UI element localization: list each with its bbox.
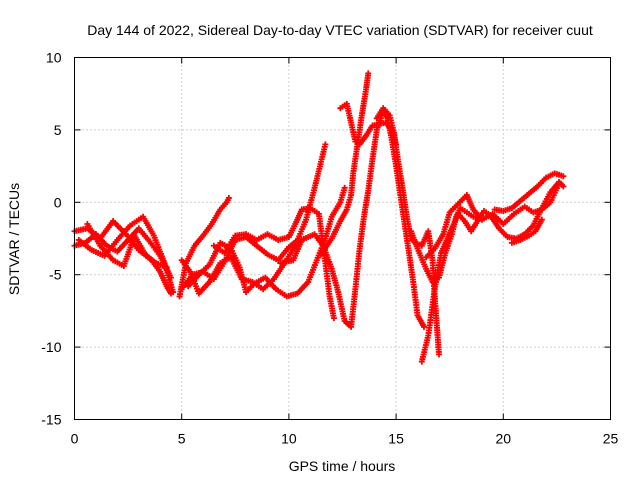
- x-tick-label: 0: [71, 431, 79, 447]
- y-tick-label: -5: [49, 267, 62, 283]
- data-point: [435, 351, 442, 358]
- x-tick-label: 10: [281, 431, 297, 447]
- series-sat-h: [185, 184, 348, 300]
- data-point: [341, 184, 348, 191]
- x-tick-label: 25: [603, 431, 619, 447]
- series-sat-d: [84, 221, 170, 271]
- x-axis-label: GPS time / hours: [289, 458, 396, 474]
- x-tick-label: 5: [178, 431, 186, 447]
- series-sat-i: [210, 205, 337, 322]
- series-sat-r: [508, 216, 545, 246]
- axis-ticks: 0 5 10 15 20 25 -15 -10 -5 0 5 10: [41, 50, 618, 447]
- y-tick-label: 10: [46, 50, 62, 66]
- data-point: [560, 173, 567, 180]
- series-sat-e: [176, 194, 232, 300]
- x-tick-label: 20: [496, 431, 512, 447]
- chart-title: Day 144 of 2022, Sidereal Day-to-day VTE…: [87, 22, 593, 38]
- data-point: [420, 323, 427, 330]
- data-point: [560, 183, 567, 190]
- y-tick-label: -15: [41, 412, 61, 428]
- plot-area: [71, 70, 567, 365]
- series-sat-k: [318, 70, 372, 258]
- data-point: [330, 315, 337, 322]
- series-sat-p: [418, 179, 567, 365]
- y-tick-label: 0: [54, 194, 62, 210]
- data-point: [225, 194, 232, 201]
- data-point: [365, 70, 372, 77]
- data-point: [163, 264, 170, 271]
- data-point: [322, 141, 329, 148]
- y-tick-label: -10: [41, 339, 61, 355]
- series-sat-q: [491, 170, 567, 214]
- data-point: [170, 289, 177, 296]
- y-axis-label: SDTVAR / TECUs: [6, 183, 22, 295]
- y-tick-label: 5: [54, 122, 62, 138]
- plot-frame: [74, 57, 611, 420]
- x-tick-label: 15: [388, 431, 404, 447]
- data-point: [538, 216, 545, 223]
